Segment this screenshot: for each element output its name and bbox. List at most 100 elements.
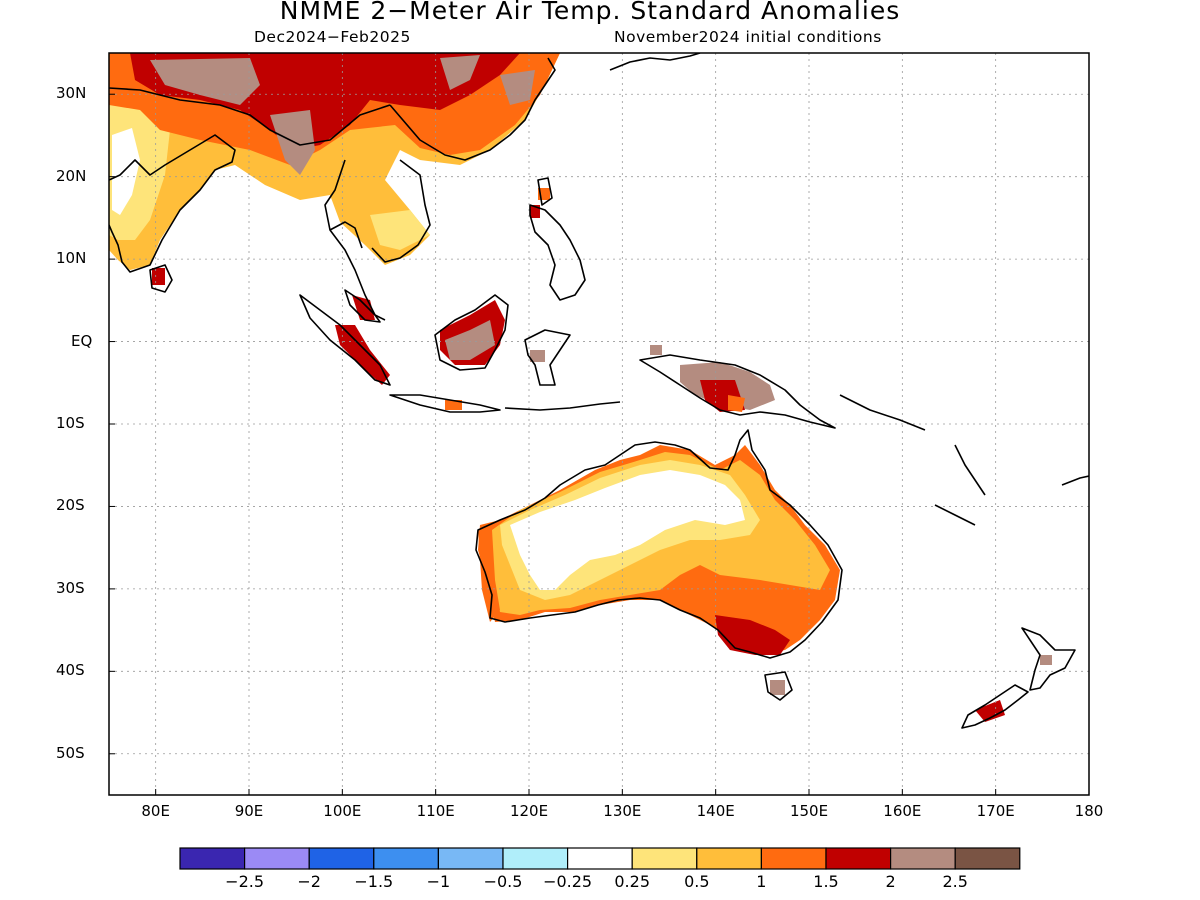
coast-new-zealand-north [1021,627,1076,691]
coast-lesser-sunda [504,401,621,411]
lon-label: 90E [234,802,264,820]
colorbar-label: 2 [885,872,896,891]
lon-label: 160E [883,802,922,820]
coast-china [389,57,556,161]
colorbar-label: 0.25 [614,872,650,891]
lat-label: 40S [56,661,85,680]
colorbar-label: 1 [756,872,767,891]
lat-label: EQ [71,331,93,350]
australia-red-southeast [715,615,790,655]
tasmania-brown [770,680,785,695]
china-brown [440,55,480,90]
coast-sri-lanka [149,264,173,293]
map-canvas [109,53,1089,795]
lon-label: 150E [789,802,829,820]
map-title: NMME 2−Meter Air Temp. Standard Anomalie… [279,0,901,25]
coast-vanuatu [954,444,986,496]
coast-fiji [1061,475,1089,486]
maritime-anomaly-field [335,295,775,412]
coast-tasmania [764,671,793,701]
lon-label: 100E [323,802,362,820]
colorbar-label: −1 [426,872,451,891]
colorbar-label: 2.5 [942,872,968,891]
axis-ticks [109,93,1090,795]
asia-anomaly-field [109,53,560,285]
lon-label: 110E [416,802,455,820]
coast-australia [475,429,843,659]
colorbar-label: −0.5 [483,872,523,891]
coast-thailand-gulf [329,221,363,249]
coast-new-caledonia [934,504,976,526]
lon-label: 180 [1074,802,1104,820]
colorbar [179,847,1021,870]
colorbar-swatch [373,847,439,870]
coast-himalaya-border [109,87,391,146]
lat-label: 20S [56,496,85,515]
coast-indochina [324,159,386,321]
coast-new-guinea [639,354,836,429]
australia-west-red [478,530,500,622]
lat-label: 30N [56,84,87,103]
colorbar-swatch [696,847,762,870]
coast-java [389,394,501,413]
new-zealand-red [975,700,1005,722]
lat-label: 10N [56,249,87,268]
coast-solomons [839,394,926,431]
colorbar-swatch [566,847,633,870]
colorbar-label: 1.5 [813,872,839,891]
coast-vietnam [371,159,431,263]
lat-label: 10S [56,414,85,432]
coastlines [109,53,1089,729]
coast-sumatra [299,294,391,386]
colorbar-label: −0.25 [543,872,593,891]
borneo-brown [445,320,495,360]
colorbar-label: −2.5 [225,872,265,891]
coast-new-zealand-south [961,684,1029,729]
colorbar-swatch [179,847,246,870]
lat-label: 20N [56,166,87,185]
colorbar-swatch [437,847,504,870]
india-white-core [112,128,140,215]
colorbar-swatch [889,847,956,870]
colorbar-label: 0.5 [684,872,710,891]
new-guinea-orange [728,395,745,412]
colorbar-label: −2 [297,872,321,891]
lat-lon-grid [109,53,1089,795]
coast-japan [609,53,701,71]
colorbar-swatch [825,847,892,870]
coast-borneo [434,294,509,371]
java-orange [445,400,462,410]
colorbar-swatch [308,847,375,870]
australia-anomaly-field [478,445,1052,722]
colorbar-swatch [631,847,698,870]
lon-label: 130E [603,802,642,820]
sulawesi-brown [530,350,545,362]
colorbar-swatch [954,847,1021,870]
colorbar-swatch [502,847,569,870]
coast-taiwan [537,177,553,206]
halmahera-brown [650,345,662,355]
sri-lanka-red [152,268,165,285]
lon-label: 120E [509,802,549,820]
coast-malaya [344,289,381,323]
forecast-period: Dec2024−Feb2025 [254,28,411,46]
initial-conditions: November2024 initial conditions [614,28,882,46]
coast-sulawesi [524,329,571,386]
coast-india [109,134,236,273]
coast-philippines [529,204,586,301]
colorbar-swatch [760,847,827,870]
lon-label: 140E [696,802,735,820]
himalaya-brown-1 [150,58,260,105]
indochina-yellow [370,210,430,250]
lat-label: 50S [56,743,85,762]
sumatra-red [335,325,390,385]
new-zealand-brown [1040,655,1052,665]
lat-label: 30S [56,578,85,597]
colorbar-label: −1.5 [354,872,394,891]
australia-white-interior [510,470,745,590]
lon-label: 170E [976,802,1015,820]
colorbar-swatch [244,847,310,870]
malaya-red [352,295,375,320]
china-brown-2 [500,70,535,105]
